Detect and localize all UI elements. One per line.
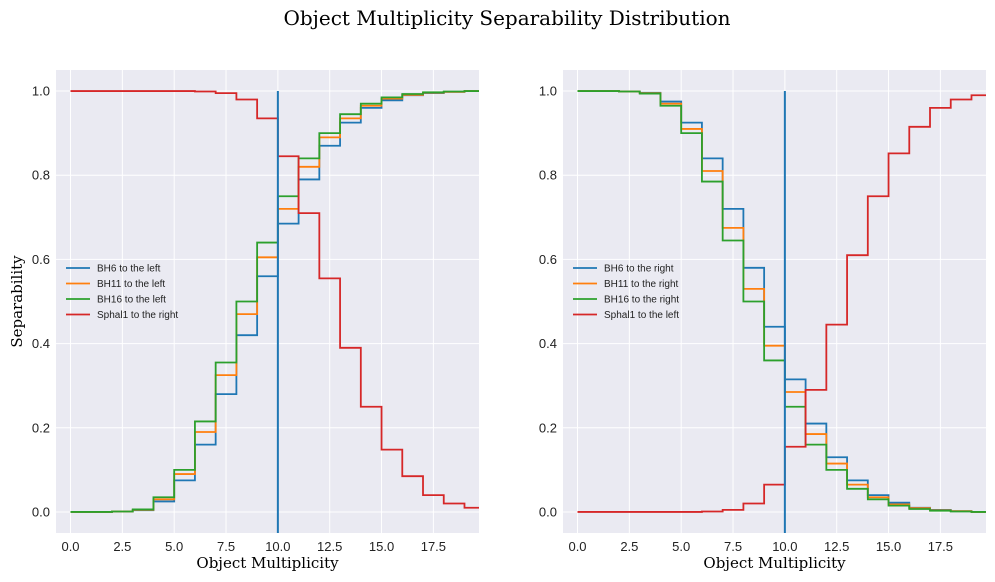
right-series-line-3 xyxy=(577,94,986,513)
right-y-tick-label: 0.0 xyxy=(539,504,557,519)
left-y-axis-label: Separability xyxy=(8,255,26,348)
left-y-tick-label: 0.6 xyxy=(32,252,50,267)
figure-title: Object Multiplicity Separability Distrib… xyxy=(283,6,730,30)
left-series-line-3 xyxy=(70,90,479,509)
right-x-axis-label: Object Multiplicity xyxy=(703,554,846,572)
left-legend-label-3: Sphal1 to the right xyxy=(97,310,178,321)
right-plot-area xyxy=(563,70,986,533)
left-x-tick-label: 10.0 xyxy=(265,539,290,554)
left-y-tick-label: 0.4 xyxy=(32,336,50,351)
left-x-tick-label: 12.5 xyxy=(317,539,342,554)
left-chart-panel: 0.0 2.5 5.0 7.5 10.0 12.5 15.0 17.5 0.0 0.2 0.4 0.6… xyxy=(8,70,479,572)
right-x-tick-label: 0.0 xyxy=(568,539,586,554)
left-legend-label-0: BH6 to the left xyxy=(97,264,161,275)
left-legend-label-1: BH11 to the left xyxy=(97,279,165,290)
right-x-tick-label: 17.5 xyxy=(928,539,953,554)
right-legend-label-3: Sphal1 to the left xyxy=(604,310,679,321)
left-x-tick-label: 0.0 xyxy=(61,539,79,554)
right-x-tick-label: 5.0 xyxy=(672,539,690,554)
right-legend-label-2: BH16 to the right xyxy=(604,295,679,306)
left-y-tick-label: 0.0 xyxy=(32,504,50,519)
right-x-tick-label: 7.5 xyxy=(724,539,742,554)
right-chart-panel: 0.0 2.5 5.0 7.5 10.0 12.5 15.0 17.5 0.0 0.2 0.4 0.6… xyxy=(539,70,986,572)
right-x-tick-label: 12.5 xyxy=(824,539,849,554)
left-legend: BH6 to the left BH11 to the left BH16 to t… xyxy=(66,264,178,321)
right-x-tick-label: 15.0 xyxy=(876,539,901,554)
left-series-group xyxy=(70,90,479,533)
right-legend-label-0: BH6 to the right xyxy=(604,264,674,275)
left-y-tick-label: 0.2 xyxy=(32,420,50,435)
right-legend-label-1: BH11 to the right xyxy=(604,279,679,290)
left-x-tick-label: 7.5 xyxy=(217,539,235,554)
left-x-tick-label: 2.5 xyxy=(113,539,131,554)
right-x-tick-label: 10.0 xyxy=(772,539,797,554)
left-x-tick-label: 17.5 xyxy=(421,539,446,554)
right-y-tick-label: 1.0 xyxy=(539,84,557,99)
left-legend-label-2: BH16 to the left xyxy=(97,295,166,306)
right-y-tick-label: 0.6 xyxy=(539,252,557,267)
left-x-tick-label: 15.0 xyxy=(369,539,394,554)
right-series-group xyxy=(577,90,986,533)
left-y-tick-label: 1.0 xyxy=(32,84,50,99)
right-y-tick-label: 0.8 xyxy=(539,168,557,183)
left-plot-area xyxy=(56,70,479,533)
right-x-tick-label: 2.5 xyxy=(620,539,638,554)
right-y-tick-label: 0.2 xyxy=(539,420,557,435)
left-x-axis-label: Object Multiplicity xyxy=(196,554,339,572)
right-legend: BH6 to the right BH11 to the right BH16 to… xyxy=(573,264,679,321)
left-x-tick-label: 5.0 xyxy=(165,539,183,554)
left-y-tick-label: 0.8 xyxy=(32,168,50,183)
right-y-tick-label: 0.4 xyxy=(539,336,557,351)
